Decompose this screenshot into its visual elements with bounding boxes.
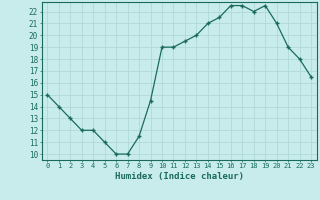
X-axis label: Humidex (Indice chaleur): Humidex (Indice chaleur) bbox=[115, 172, 244, 181]
